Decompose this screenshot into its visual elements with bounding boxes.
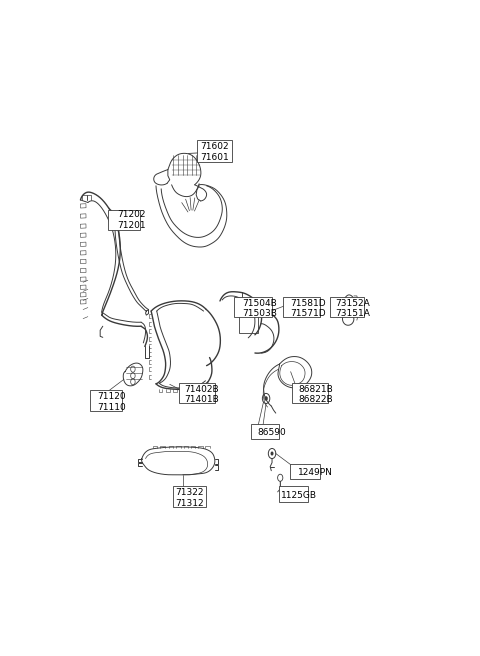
FancyBboxPatch shape (292, 383, 328, 403)
Bar (80, 242, 86, 247)
FancyBboxPatch shape (251, 424, 279, 439)
FancyBboxPatch shape (234, 297, 272, 317)
Text: 86590: 86590 (257, 428, 286, 437)
Text: 71202
71201: 71202 71201 (118, 211, 146, 230)
Bar (80, 285, 86, 289)
Bar (80, 300, 86, 304)
Bar (80, 293, 86, 297)
FancyBboxPatch shape (108, 210, 140, 230)
Bar (80, 224, 86, 228)
Text: 71120
71110: 71120 71110 (97, 392, 126, 412)
Text: 1249PN: 1249PN (298, 468, 333, 477)
Bar (80, 204, 86, 208)
Bar (80, 233, 86, 237)
Text: 71581D
71571D: 71581D 71571D (290, 299, 326, 318)
Text: 71322
71312: 71322 71312 (175, 488, 204, 508)
Bar (80, 259, 86, 264)
Circle shape (264, 396, 267, 400)
Text: 73152A
73151A: 73152A 73151A (335, 299, 370, 318)
Text: 71504B
71503B: 71504B 71503B (242, 299, 277, 318)
Bar (80, 214, 86, 218)
Bar (80, 251, 86, 255)
FancyBboxPatch shape (279, 486, 308, 501)
Text: 1125GB: 1125GB (281, 491, 317, 500)
FancyBboxPatch shape (330, 297, 364, 317)
FancyBboxPatch shape (173, 486, 206, 506)
Bar (80, 277, 86, 281)
FancyBboxPatch shape (283, 297, 321, 317)
Circle shape (271, 451, 274, 455)
Text: 71402B
71401B: 71402B 71401B (185, 384, 219, 404)
Text: 71602
71601: 71602 71601 (200, 142, 229, 161)
Text: 86821B
86822B: 86821B 86822B (298, 384, 333, 404)
FancyBboxPatch shape (179, 383, 215, 403)
FancyBboxPatch shape (90, 390, 122, 411)
FancyBboxPatch shape (290, 464, 320, 479)
FancyBboxPatch shape (197, 140, 232, 161)
Bar (80, 268, 86, 273)
